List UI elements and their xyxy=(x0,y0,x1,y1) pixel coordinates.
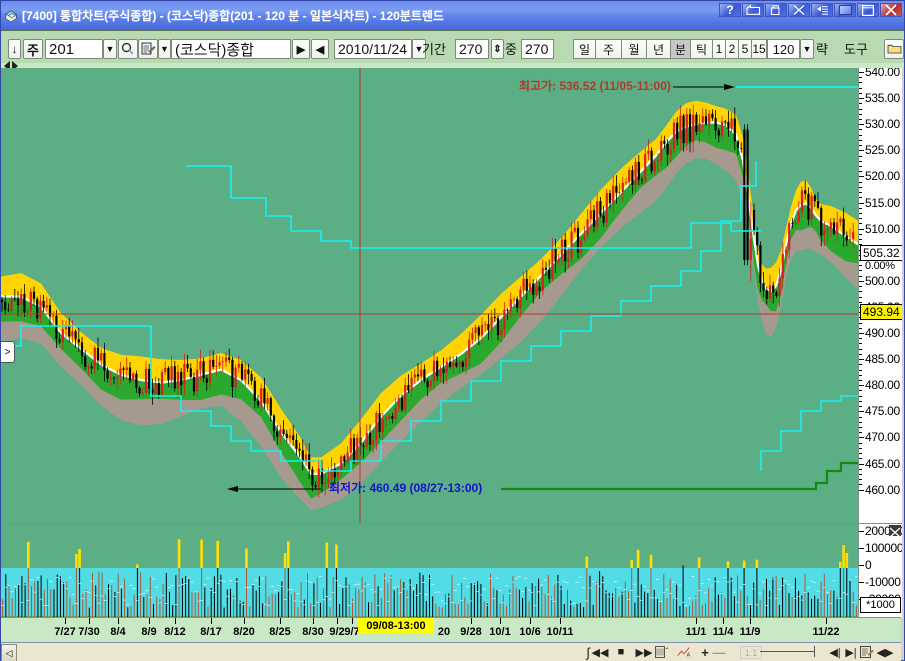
svg-text:최저가: 460.49 (08/27-13:00): 최저가: 460.49 (08/27-13:00) xyxy=(329,480,482,495)
svg-text:최고가: 536.52 (11/05-11:00): 최고가: 536.52 (11/05-11:00) xyxy=(519,78,671,93)
svg-text:A: A xyxy=(687,652,691,658)
